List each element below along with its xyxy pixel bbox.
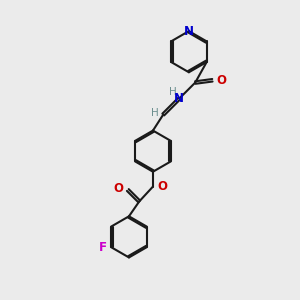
Text: N: N (184, 25, 194, 38)
Text: O: O (114, 182, 124, 195)
Text: F: F (99, 241, 107, 254)
Text: H: H (152, 108, 159, 118)
Text: H: H (169, 87, 177, 97)
Text: O: O (217, 74, 226, 87)
Text: N: N (174, 92, 184, 105)
Text: O: O (157, 180, 167, 193)
